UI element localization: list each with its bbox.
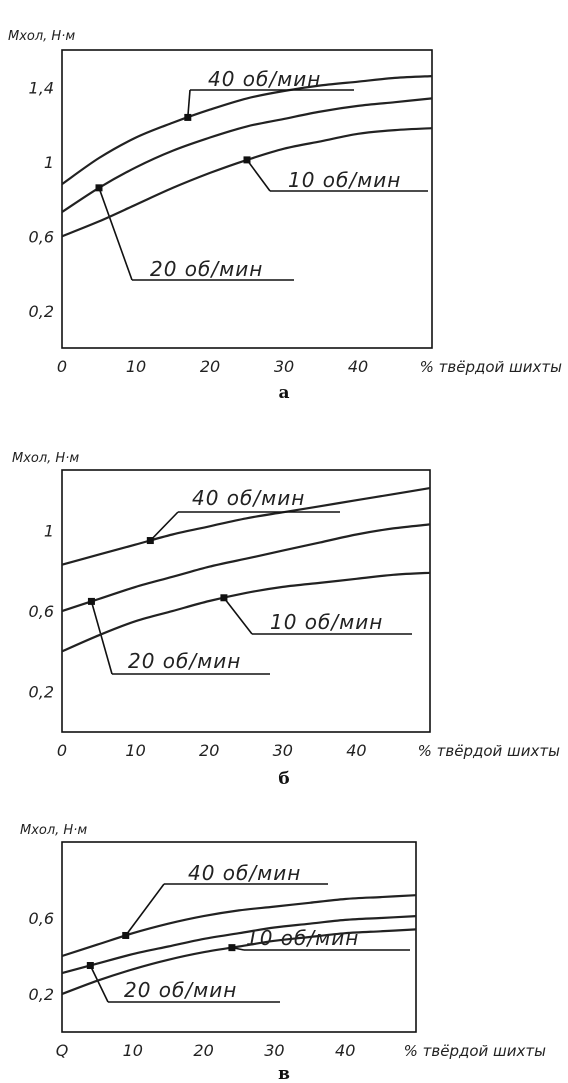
series-label: 10 об/мин <box>246 926 359 950</box>
series-label: 10 об/мин <box>288 168 401 192</box>
x-axis-label: % твёрдой шихты <box>420 358 563 376</box>
leader-line <box>89 965 109 1003</box>
x-tick-label: 40 <box>346 741 366 760</box>
series-label: 40 об/мин <box>188 861 301 885</box>
plot-frame <box>61 49 433 349</box>
plot-frame <box>61 469 431 733</box>
x-tick-label: Q <box>56 1041 69 1060</box>
x-tick-label: 20 <box>193 1041 213 1060</box>
leader-line <box>231 946 245 951</box>
leader-line <box>125 883 165 936</box>
x-tick-label: 20 <box>199 741 219 760</box>
y-tick-label: 0,2 <box>29 302 54 321</box>
series-label: 40 об/мин <box>192 486 305 510</box>
leader-line <box>246 159 271 192</box>
y-axis-label: Mхол, Н·м <box>8 29 75 44</box>
x-tick-label: 0 <box>57 741 67 760</box>
y-tick-label: 1,4 <box>29 78 54 97</box>
x-tick-label: 0 <box>57 357 67 376</box>
x-tick-label: 10 <box>125 741 145 760</box>
x-tick-label: 40 <box>348 357 368 376</box>
x-tick-label: 30 <box>274 357 294 376</box>
x-axis-label: % твёрдой шихты <box>418 742 561 760</box>
series-line <box>61 97 433 213</box>
leader-line <box>90 601 113 675</box>
x-tick-label: 30 <box>264 1041 284 1060</box>
series-line <box>61 487 431 566</box>
series-label: 20 об/мин <box>150 257 263 281</box>
chart-panel-a: Mхол, Н·м 0,2 0,6 1 1,4 0 10 20 30 40 % твёрдой ши… <box>8 29 562 403</box>
x-tick-label: 30 <box>273 741 293 760</box>
x-tick-label: 10 <box>126 357 146 376</box>
x-axis-label: % твёрдой шихты <box>404 1042 547 1060</box>
plot-frame <box>61 841 417 1033</box>
y-tick-label: 0,6 <box>29 602 54 621</box>
series-label: 20 об/мин <box>128 649 241 673</box>
y-tick-label: 1 <box>44 521 54 540</box>
series-line <box>61 915 417 975</box>
x-tick-label: 10 <box>123 1041 143 1060</box>
leader-line <box>149 511 179 542</box>
panel-letter: в <box>278 1064 290 1083</box>
x-tick-label: 40 <box>335 1041 355 1060</box>
y-axis-label: Mхол, Н·м <box>12 451 79 466</box>
series-line <box>61 75 433 186</box>
series-label: 40 об/мин <box>208 67 321 91</box>
y-tick-label: 0,6 <box>29 909 54 928</box>
series-line <box>61 928 417 996</box>
series-label: 20 об/мин <box>124 978 237 1002</box>
y-tick-label: 0,2 <box>29 683 54 702</box>
leader-line <box>98 187 133 281</box>
series-line <box>61 523 431 613</box>
y-axis-label: Mхол, Н·м <box>20 823 87 838</box>
y-tick-label: 0,2 <box>29 985 54 1004</box>
panel-letter: б <box>278 769 289 789</box>
y-tick-label: 0,6 <box>29 227 54 246</box>
series-line <box>61 571 431 653</box>
leader-line <box>187 89 191 118</box>
y-tick-label: 1 <box>44 153 54 172</box>
x-tick-label: 20 <box>200 357 220 376</box>
panel-letter: а <box>278 383 289 403</box>
leader-line <box>223 597 253 635</box>
series-label: 10 об/мин <box>270 610 383 634</box>
chart-panel-c: Mхол, Н·м 0,2 0,6 Q 10 20 30 40 % твёрдой шихты в… <box>20 823 546 1083</box>
chart-panel-b: Mхол, Н·м0,20,610 10 20 30 40% твёрдой шихты… <box>12 451 560 789</box>
